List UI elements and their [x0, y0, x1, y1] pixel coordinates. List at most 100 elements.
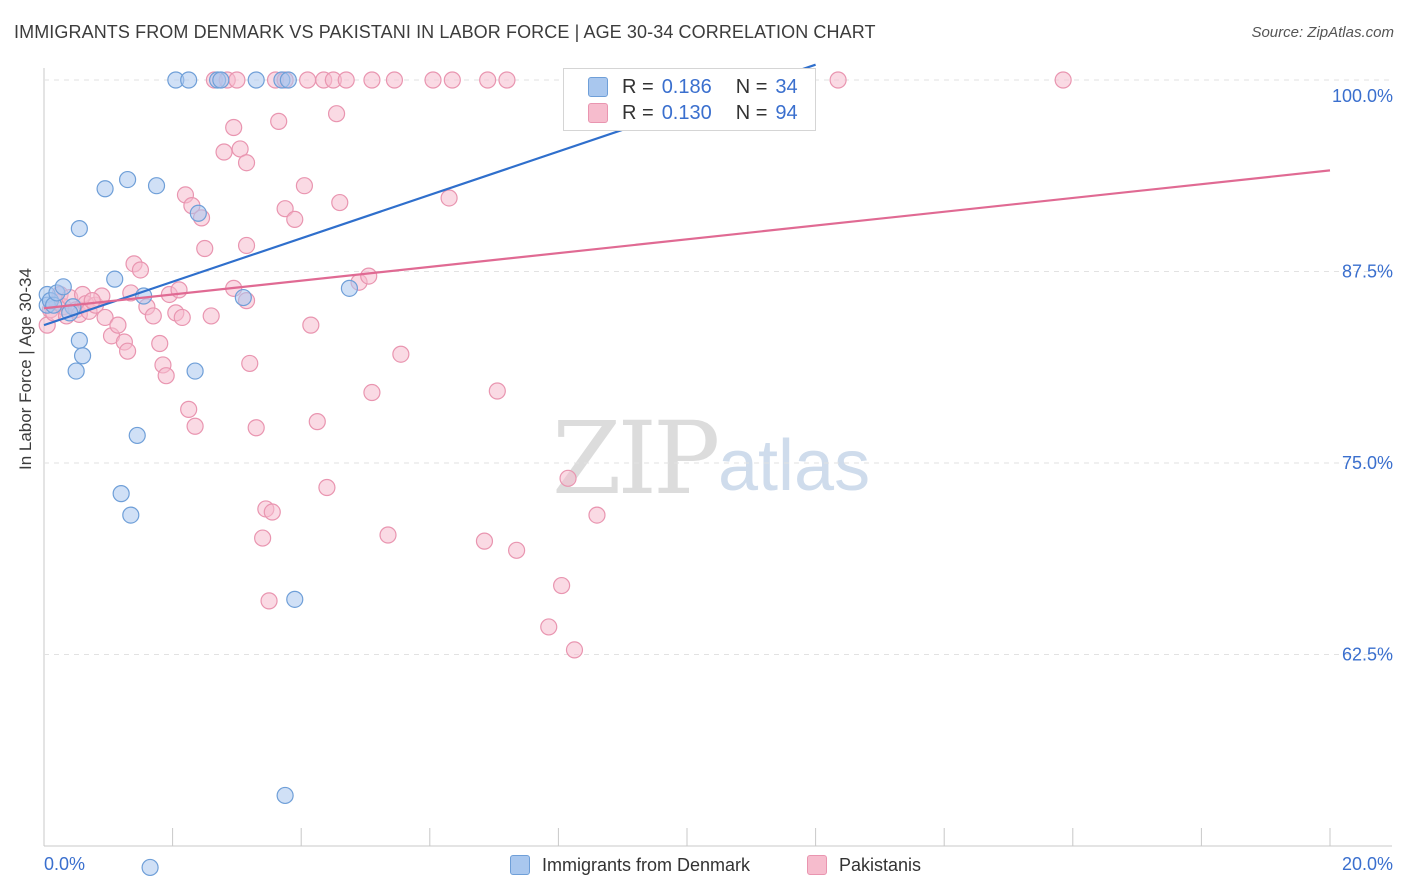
pakistani-point: [327, 105, 346, 123]
pakistani-point: [173, 308, 191, 327]
pakistani-point: [385, 71, 404, 89]
pakistani-point: [559, 469, 577, 487]
x-tick-label: 0.0%: [44, 854, 85, 874]
denmark-point: [340, 279, 359, 297]
denmark-point: [67, 362, 85, 380]
legend-r-label: R =: [622, 101, 654, 124]
pakistani-point: [424, 71, 442, 89]
pakistani-point: [588, 506, 606, 524]
watermark-zip: ZIP: [552, 400, 720, 517]
pakistani-point: [302, 316, 320, 334]
denmark-point: [128, 426, 146, 445]
denmark-point: [122, 506, 140, 524]
pakistani-point: [440, 189, 458, 207]
denmark-point: [112, 485, 130, 503]
legend-item-pakistanis[interactable]: Pakistanis: [807, 852, 921, 878]
watermark-atlas: atlas: [718, 426, 871, 506]
pakistani-point: [508, 541, 526, 559]
pakistani-point: [392, 345, 410, 363]
pakistani-point: [488, 382, 506, 400]
legend-swatch-pakistanis: [807, 855, 827, 875]
pakistani-point: [237, 154, 256, 172]
denmark-point: [212, 71, 230, 89]
pakistani-point: [363, 71, 381, 89]
pakistani-point: [363, 383, 381, 402]
pakistani-point: [231, 140, 249, 158]
pakistani-point: [295, 177, 314, 195]
pakistani-point: [118, 342, 137, 360]
denmark-point: [276, 786, 294, 805]
denmark-point: [279, 71, 297, 89]
legend-label-denmark: Immigrants from Denmark: [542, 854, 751, 875]
legend-swatch-denmark: [588, 77, 608, 97]
pakistani-point: [96, 308, 114, 327]
pakistani-point: [379, 526, 397, 544]
pakistani-point: [215, 143, 233, 161]
denmark-point: [247, 71, 265, 89]
denmark-point: [141, 858, 159, 877]
pakistani-point: [254, 529, 272, 547]
pakistani-point: [202, 307, 220, 325]
pakistani-point: [479, 71, 497, 89]
denmark-point: [106, 270, 124, 288]
legend-n-label: N =: [735, 75, 768, 98]
denmark-point: [186, 362, 204, 380]
pakistani-point: [131, 261, 150, 279]
legend-label-pakistanis: Pakistanis: [839, 854, 922, 875]
denmark-point: [286, 590, 304, 608]
pakistani-point: [263, 503, 281, 521]
pakistani-point: [247, 419, 265, 437]
source-label: Source: ZipAtlas.com: [1251, 24, 1394, 41]
legend-row-pakistanis: R = 0.130 N = 94: [588, 101, 798, 125]
denmark-point: [147, 177, 166, 195]
pakistani-point: [151, 334, 169, 353]
legend-item-denmark[interactable]: Immigrants from Denmark: [510, 852, 750, 878]
legend-swatch-pakistanis: [588, 103, 608, 123]
pakistani-point: [1054, 71, 1072, 89]
legend-r-label: R =: [622, 75, 654, 98]
pakistani-point: [337, 71, 355, 89]
pakistani-point: [331, 193, 349, 212]
denmark-point: [234, 288, 252, 307]
chart-title: IMMIGRANTS FROM DENMARK VS PAKISTANI IN …: [14, 22, 876, 42]
legend-r-value: 0.130: [661, 101, 712, 124]
denmark-point: [118, 170, 137, 189]
pakistani-point: [540, 618, 558, 636]
pakistani-point: [186, 417, 204, 435]
pakistani-trend-line: [43, 169, 1331, 310]
pakistani-point: [318, 478, 336, 497]
denmark-point: [180, 71, 198, 89]
pakistani-point: [829, 71, 847, 89]
bottom-legend: Immigrants from Denmark Pakistanis: [0, 852, 1406, 878]
pakistani-point: [565, 641, 584, 659]
denmark-point: [73, 347, 92, 365]
pakistani-point: [180, 400, 198, 418]
y-tick-label: 100.0%: [1332, 86, 1393, 106]
pakistani-point: [498, 71, 516, 89]
legend-r-value: 0.186: [661, 75, 712, 98]
pakistani-point: [225, 118, 243, 137]
denmark-point: [70, 331, 88, 350]
pakistani-point: [109, 316, 127, 334]
y-tick-label: 87.5%: [1342, 262, 1393, 282]
pakistani-point: [196, 239, 214, 258]
denmark-point: [189, 204, 207, 222]
pakistani-point: [237, 236, 256, 255]
denmark-point: [54, 278, 72, 296]
pakistani-point: [241, 354, 259, 373]
legend-n-value: 94: [775, 101, 798, 124]
pakistani-point: [443, 71, 461, 89]
pakistani-point: [308, 413, 326, 431]
pakistani-point: [299, 71, 317, 89]
pakistani-point: [553, 576, 571, 595]
y-tick-label: 75.0%: [1342, 453, 1393, 473]
legend-n-label: N =: [735, 101, 768, 124]
pakistani-point: [228, 71, 246, 89]
legend-swatch-denmark: [510, 855, 530, 875]
legend-row-denmark: R = 0.186 N = 34: [588, 75, 798, 99]
pakistani-point: [260, 592, 278, 610]
y-tick-label: 62.5%: [1342, 645, 1393, 665]
pakistani-point: [360, 267, 378, 285]
y-axis-label: In Labor Force | Age 30-34: [16, 268, 35, 470]
